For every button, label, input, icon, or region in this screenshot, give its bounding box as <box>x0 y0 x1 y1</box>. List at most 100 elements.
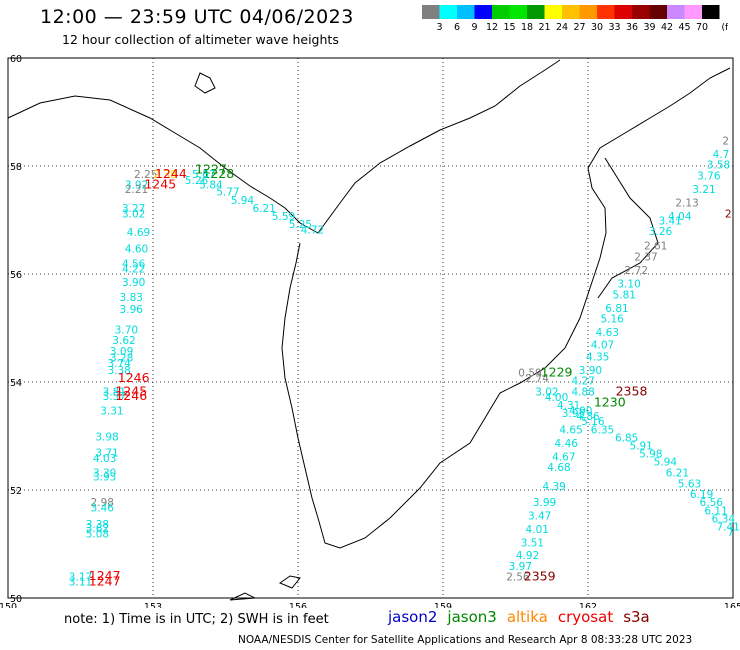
wave-height-label: 5.94 <box>654 457 678 469</box>
scale-unit-label: (ft) <box>722 23 729 31</box>
wave-height-label: 3.81 <box>103 387 126 399</box>
lon-tick-label: 159 <box>434 602 452 608</box>
wave-height-label: 5.81 <box>613 289 636 301</box>
kamchatka-body <box>281 67 731 549</box>
wave-height-label: 3.27 <box>122 203 145 215</box>
wave-height-label: 2.38 <box>153 169 176 181</box>
scale-swatch <box>579 5 597 19</box>
wave-height-label: 0.59 <box>518 368 541 380</box>
wave-height-label: 6.19 <box>690 489 713 501</box>
wave-height-label: 3.38 <box>107 365 130 377</box>
wave-height-label: 5.08 <box>86 529 109 541</box>
coastline-island-2 <box>278 575 301 589</box>
pass-time-label: 1244 <box>155 166 187 181</box>
wave-height-label: 6.56 <box>700 497 724 509</box>
scale-tick-label: 3 <box>436 22 442 31</box>
credit-footer: NOAA/NESDIS Center for Satellite Applica… <box>238 634 693 646</box>
scale-swatch <box>474 5 492 19</box>
wave-height-label: 4.63 <box>596 327 619 339</box>
wave-height-label: 4.46 <box>555 438 579 450</box>
scale-tick-label: 42 <box>661 22 673 31</box>
wave-height-label: 4.03 <box>93 453 116 465</box>
map-background <box>7 57 734 599</box>
kamchatka-east-bay <box>597 157 659 299</box>
wave-height-label: 3.09 <box>110 346 133 358</box>
scale-tick-label: 21 <box>538 22 550 31</box>
wave-height-label: 2.37 <box>634 252 657 264</box>
wave-height-label: 5.84 <box>199 180 223 192</box>
wave-height-label: 4.7 <box>713 149 730 161</box>
wave-height-label: 3.17 <box>69 572 92 584</box>
coastline <box>7 59 731 601</box>
scale-swatch <box>422 5 440 19</box>
wave-height-label: 4.92 <box>516 550 539 562</box>
wave-height-label: 4.56 <box>122 259 146 271</box>
wave-height-label: 2.98 <box>91 497 114 509</box>
wave-height-label: 6.81 <box>605 303 628 315</box>
wave-height-label: 5.67 <box>192 169 215 181</box>
wave-height-label: 3.21 <box>692 184 715 196</box>
scale-tick-label: 9 <box>471 22 477 31</box>
scale-swatch <box>614 5 632 19</box>
wave-height-label: 3.95 <box>562 408 585 420</box>
pass-time-label: 1229 <box>541 365 573 380</box>
legend-jason2-label: jason2 <box>388 608 438 626</box>
wave-height-label: 3.47 <box>528 511 551 523</box>
wave-height-label: 2 <box>722 135 729 147</box>
pass-time-label: 1245 <box>144 177 176 192</box>
lon-tick-label: 165 <box>724 602 740 608</box>
wave-height-label: 5.63 <box>678 478 701 490</box>
wave-height-label: 6.85 <box>615 432 638 444</box>
pass-time-label: 1227 <box>195 162 227 177</box>
pass-time-label: 1246 <box>118 370 150 385</box>
legend-altika-label: altika <box>506 608 548 626</box>
wave-height-label: 3.46 <box>91 503 115 515</box>
wave-height-label: 4.31 <box>557 400 580 412</box>
wave-height-label: 5.59 <box>272 211 295 223</box>
scale-tick-label: 33 <box>608 22 620 31</box>
coastline-island-3 <box>229 592 257 601</box>
scale-tick-label: 70 <box>696 22 708 31</box>
wave-height-label: 3.92 <box>125 180 148 192</box>
lon-tick-label: 150 <box>0 602 17 608</box>
wave-height-label: 4.07 <box>591 340 614 352</box>
scale-swatch <box>684 5 702 19</box>
wave-height-label: 3.97 <box>509 561 532 573</box>
scale-tick-label: 27 <box>573 22 585 31</box>
scale-swatch <box>544 5 562 19</box>
scale-tick-label: 39 <box>643 22 655 31</box>
pass-time-label: 1247 <box>89 574 121 589</box>
wave-height-label: 3.62 <box>112 335 135 347</box>
pass-time-label: 1247 <box>89 568 121 583</box>
wave-height-label: 3.31 <box>100 405 123 417</box>
wave-height-label: 3.90 <box>579 365 602 377</box>
wave-height-label: 2.72 <box>625 265 648 277</box>
wave-height-label: 3.76 <box>697 171 721 183</box>
wave-height-label: 4.39 <box>542 481 565 493</box>
lat-tick-label: 52 <box>10 486 22 497</box>
wave-height-label: 3.99 <box>533 497 556 509</box>
scale-tick-label: 6 <box>454 22 460 31</box>
wave-height-label: 5.91 <box>629 441 652 453</box>
wave-height-label: 4.22 <box>122 263 145 275</box>
scale-swatch <box>509 5 527 19</box>
wave-height-label: 5.94 <box>231 195 255 207</box>
wave-height-label: 2.25 <box>134 169 157 181</box>
wave-height-label: 3.51 <box>521 538 544 550</box>
wave-height-label: 5.25 <box>289 219 312 231</box>
wave-height-label: 2.13 <box>675 198 698 210</box>
wave-height-label: 3.83 <box>120 292 143 304</box>
scale-swatch <box>562 5 580 19</box>
wave-height-label: 4.65 <box>559 424 582 436</box>
legend-s3a-label: s3a <box>623 608 650 626</box>
lat-lon-grid <box>7 57 734 599</box>
scale-swatch <box>632 5 650 19</box>
pass-time-label: 2358 <box>616 384 648 399</box>
wave-height-label: 2.74 <box>526 373 550 385</box>
pass-time-label: 1228 <box>202 166 234 181</box>
wave-height-label: 3.28 <box>110 352 133 364</box>
wave-height-label: 7.41 <box>716 522 739 534</box>
wave-height-label: 3.11 <box>69 577 92 589</box>
wave-height-label: 6.34 <box>712 513 736 525</box>
